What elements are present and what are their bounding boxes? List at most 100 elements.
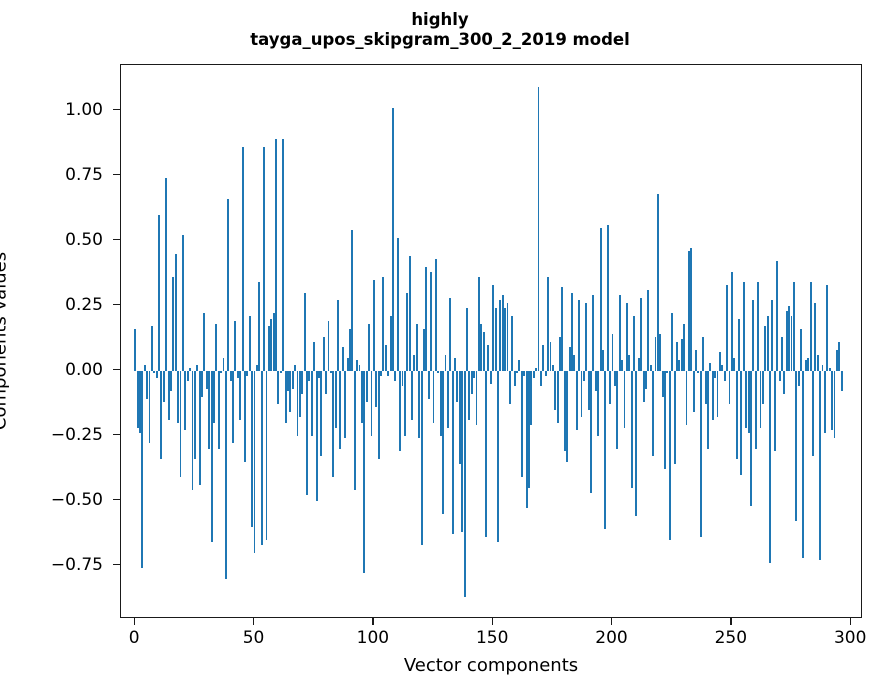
- bar: [434, 258, 437, 371]
- bar: [325, 370, 328, 395]
- bar: [279, 370, 282, 374]
- bar: [255, 365, 258, 371]
- bar: [282, 139, 285, 371]
- bar: [286, 370, 289, 392]
- bar: [205, 370, 208, 389]
- bar: [831, 370, 834, 431]
- bar: [411, 370, 413, 421]
- bar: [308, 370, 311, 381]
- y-tick-mark: [113, 433, 120, 436]
- bar: [525, 370, 528, 509]
- bar: [699, 370, 702, 538]
- bar: [427, 370, 430, 400]
- bar: [623, 370, 626, 428]
- bar: [568, 347, 571, 371]
- bar: [356, 360, 359, 371]
- bar: [296, 370, 299, 436]
- bar: [618, 295, 621, 371]
- bar: [251, 370, 254, 527]
- bar: [544, 370, 547, 376]
- bar: [403, 370, 406, 436]
- y-tick-label: 0.00: [65, 359, 103, 380]
- bar: [554, 370, 557, 410]
- x-tick-label: 200: [595, 628, 628, 648]
- bar: [704, 370, 707, 405]
- bar: [253, 370, 256, 553]
- bar: [692, 370, 695, 413]
- y-tick-label: −0.75: [50, 554, 103, 575]
- x-tick-mark: [252, 618, 255, 625]
- bar: [186, 370, 189, 381]
- bar: [492, 284, 495, 371]
- y-tick-mark: [113, 368, 120, 371]
- bar: [446, 370, 449, 428]
- bar: [351, 230, 354, 371]
- bar: [344, 370, 347, 439]
- bar: [334, 370, 337, 428]
- bar: [360, 370, 363, 423]
- bar: [671, 313, 674, 371]
- bar: [635, 370, 638, 517]
- x-tick-mark: [491, 618, 493, 625]
- bar: [418, 370, 421, 439]
- bar: [382, 276, 385, 371]
- bar: [570, 292, 573, 371]
- bar: [432, 370, 435, 423]
- bar: [444, 355, 447, 371]
- bar: [723, 370, 726, 381]
- bar: [702, 336, 705, 371]
- bar: [771, 300, 774, 371]
- bar: [625, 302, 628, 371]
- bar: [284, 370, 287, 423]
- bar: [377, 370, 380, 460]
- x-tick-mark: [372, 618, 374, 625]
- y-tick-label: −0.50: [50, 489, 103, 510]
- y-axis-label: Components values: [0, 251, 11, 431]
- bar: [687, 250, 690, 371]
- bar: [384, 344, 387, 371]
- bar: [573, 355, 576, 371]
- bar: [644, 370, 647, 389]
- bar: [146, 370, 149, 400]
- bar: [652, 370, 655, 457]
- bar: [260, 370, 263, 545]
- bar: [616, 370, 619, 449]
- bar: [613, 370, 616, 387]
- bar: [642, 370, 645, 402]
- bar: [489, 370, 492, 384]
- bar: [396, 237, 399, 371]
- bar: [310, 370, 313, 436]
- bar: [683, 323, 686, 371]
- bar: [773, 370, 776, 452]
- bar: [208, 370, 211, 449]
- bar: [761, 370, 764, 405]
- bar: [814, 302, 817, 371]
- bar: [508, 370, 511, 405]
- bar: [709, 362, 712, 371]
- bar: [602, 349, 604, 371]
- x-tick-label: 100: [356, 628, 390, 648]
- bar: [781, 336, 783, 371]
- bar: [201, 370, 203, 397]
- bar: [661, 370, 664, 397]
- bar: [217, 370, 220, 449]
- bar: [621, 360, 624, 371]
- bar: [668, 370, 671, 540]
- bar: [468, 370, 471, 421]
- bar: [738, 318, 740, 371]
- bar: [520, 370, 523, 478]
- bar: [179, 370, 182, 478]
- bar: [215, 323, 218, 371]
- bar: [695, 349, 697, 371]
- bar: [277, 370, 280, 405]
- bar: [733, 357, 736, 371]
- bar: [158, 214, 161, 371]
- bar: [227, 198, 230, 371]
- bar: [265, 370, 268, 540]
- bar: [191, 370, 194, 491]
- bar: [590, 370, 592, 493]
- x-tick-label: 0: [128, 628, 140, 648]
- bar: [174, 253, 177, 371]
- bar: [804, 360, 807, 371]
- bar: [585, 302, 588, 371]
